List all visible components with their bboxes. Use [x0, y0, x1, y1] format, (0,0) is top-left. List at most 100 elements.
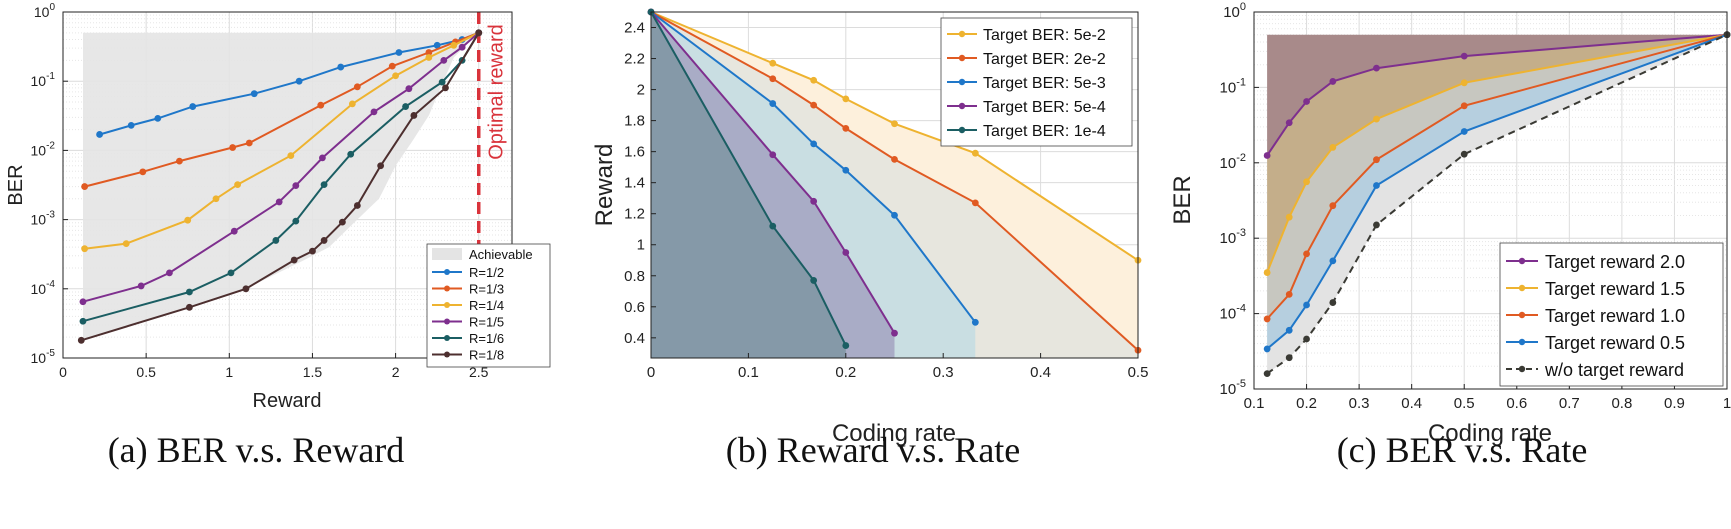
data-point-target-ber-5e-3	[810, 140, 818, 148]
y-axis-label: BER	[1169, 175, 1196, 224]
data-point-r-1-8	[242, 285, 250, 293]
data-point-w-o-target-reward	[1285, 354, 1293, 362]
legend-label-target-reward-0-5: Target reward 0.5	[1545, 333, 1685, 353]
data-point-r-1-5	[275, 198, 283, 206]
legend-label-r-1-5: R=1/5	[469, 315, 504, 330]
series-line-target-ber-1e-4	[650, 11, 847, 347]
data-point-target-ber-5e-4	[842, 249, 850, 256]
y-axis-label: BER	[5, 164, 27, 205]
data-point-r-1-3	[245, 139, 253, 147]
data-point-r-1-8	[309, 247, 316, 255]
data-point-r-1-6	[79, 317, 87, 325]
y-tick-label: 2.4	[624, 20, 645, 37]
data-point-target-reward-1-0	[1373, 156, 1380, 164]
legend-marker-r-1-3	[444, 285, 450, 292]
data-point-target-reward-2-0	[1460, 52, 1468, 60]
data-point-r-1-4	[234, 181, 242, 189]
data-point-target-reward-0-5	[1303, 301, 1310, 309]
series-lines	[647, 8, 1142, 354]
data-point-r-1-3	[176, 157, 183, 165]
data-point-target-ber-2e-2	[842, 124, 850, 132]
data-point-r-1-6	[402, 103, 409, 110]
data-point-target-reward-1-5	[1329, 144, 1337, 151]
legend-label-target-ber-5e-3: Target BER: 5e-3	[983, 75, 1106, 92]
data-point-target-ber-5e-2	[810, 76, 818, 84]
legend-label-r-1-4: R=1/4	[469, 298, 504, 313]
legend-marker-r-1-6	[444, 335, 450, 341]
x-tick-label: 0.6	[1506, 395, 1527, 412]
data-point-r-1-8	[290, 256, 298, 264]
x-tick-label: 0.7	[1559, 395, 1580, 412]
legend-label-target-ber-5e-4: Target BER: 5e-4	[983, 99, 1106, 116]
data-point-r-1-2	[295, 77, 303, 85]
data-point-target-reward-1-0	[1285, 290, 1293, 298]
data-point-r-1-4	[450, 41, 458, 49]
y-tick-label: 1.8	[624, 113, 645, 130]
data-point-target-reward-1-5	[1373, 115, 1380, 123]
x-tick-label: 0.4	[1030, 364, 1051, 381]
x-tick-label: 0.5	[1454, 395, 1475, 412]
data-point-r-1-4	[122, 240, 130, 247]
data-point-r-1-8	[353, 202, 361, 209]
data-point-r-1-6	[347, 150, 355, 158]
y-tick-label: 10-5	[1220, 378, 1246, 398]
series-line-r-1-5	[82, 32, 480, 303]
caption-b: (b) Reward v.s. Rate	[726, 430, 1021, 470]
x-tick-label: 0	[59, 364, 67, 380]
data-point-r-1-8	[377, 162, 385, 170]
legend-marker-r-1-8	[444, 351, 450, 358]
legend-marker-target-ber-5e-3	[958, 78, 966, 86]
data-point-target-ber-5e-2	[891, 120, 898, 128]
data-point-r-1-6	[227, 269, 235, 277]
data-point-r-1-5	[370, 108, 378, 116]
y-tick-label: 10-4	[31, 279, 56, 297]
data-point-target-reward-0-5	[1285, 326, 1293, 334]
legend-label-target-ber-1e-4: Target BER: 1e-4	[983, 123, 1106, 140]
legend-marker-r-1-4	[444, 302, 450, 308]
data-point-r-1-2	[96, 131, 103, 138]
x-tick-label: 1	[225, 364, 233, 380]
x-tick-label: 1	[1723, 395, 1731, 412]
legend-label-achievable: Achievable	[469, 247, 533, 262]
data-point-target-ber-5e-3	[769, 100, 777, 107]
caption-c: (c) BER v.s. Rate	[1337, 430, 1588, 470]
series-line-r-1-8	[81, 32, 480, 342]
data-point-w-o-target-reward	[1373, 221, 1380, 229]
data-point-target-reward-2-0	[1373, 64, 1380, 72]
y-tick-label: 100	[34, 2, 56, 20]
data-point-target-ber-2e-2	[891, 155, 898, 163]
data-point-r-1-3	[229, 144, 237, 151]
data-point-r-1-4	[348, 100, 356, 108]
legend: Target reward 2.0 Target reward 1.5 Target…	[1499, 242, 1724, 387]
data-point-target-reward-0-5	[1263, 345, 1271, 353]
data-point-target-ber-1e-4	[810, 277, 818, 284]
data-point-r-1-5	[230, 227, 238, 235]
axis-ticks: 0.1 0.2 0.3 0.4 0.5 0.6 0.7 0.8 0.9 1 10-5 10-4 10-3…	[1220, 1, 1731, 412]
x-tick-label: 0.1	[1244, 395, 1265, 412]
panel-ber-vs-rate: 0.1 0.2 0.3 0.4 0.5 0.6 0.7 0.8 0.9 1 10-5 10-4 10-3…	[1169, 1, 1731, 470]
data-point-r-1-2	[337, 63, 345, 71]
data-point-target-ber-2e-2	[769, 75, 777, 83]
data-point-r-1-4	[212, 195, 220, 203]
x-tick-label: 0.2	[835, 364, 856, 381]
series-lines	[77, 29, 483, 344]
data-point-target-reward-1-5	[1285, 213, 1293, 221]
series-lines	[1263, 31, 1731, 378]
y-tick-label: 1	[637, 237, 645, 254]
panel-reward-vs-rate: 0 0.1 0.2 0.3 0.4 0.5 0.4 0.6 0.8 1 1.2 1.4 1.6 1.8 2 2…	[591, 8, 1148, 470]
x-tick-label: 0	[647, 364, 655, 381]
data-point-r-1-8	[475, 29, 483, 37]
region-fill-target-reward-1-5	[1267, 34, 1727, 273]
y-tick-label: 2	[637, 82, 645, 99]
data-point-r-1-6	[320, 181, 328, 189]
y-tick-label: 1.4	[624, 175, 645, 192]
data-point-target-ber-5e-2	[769, 59, 777, 67]
x-tick-label: 2	[392, 364, 400, 380]
data-point-target-ber-5e-4	[769, 151, 777, 159]
data-point-r-1-4	[425, 54, 433, 61]
data-point-target-ber-1e-4	[842, 342, 850, 349]
data-point-target-reward-1-5	[1263, 269, 1271, 276]
data-point-w-o-target-reward	[1460, 150, 1468, 158]
data-point-r-1-5	[166, 269, 173, 277]
